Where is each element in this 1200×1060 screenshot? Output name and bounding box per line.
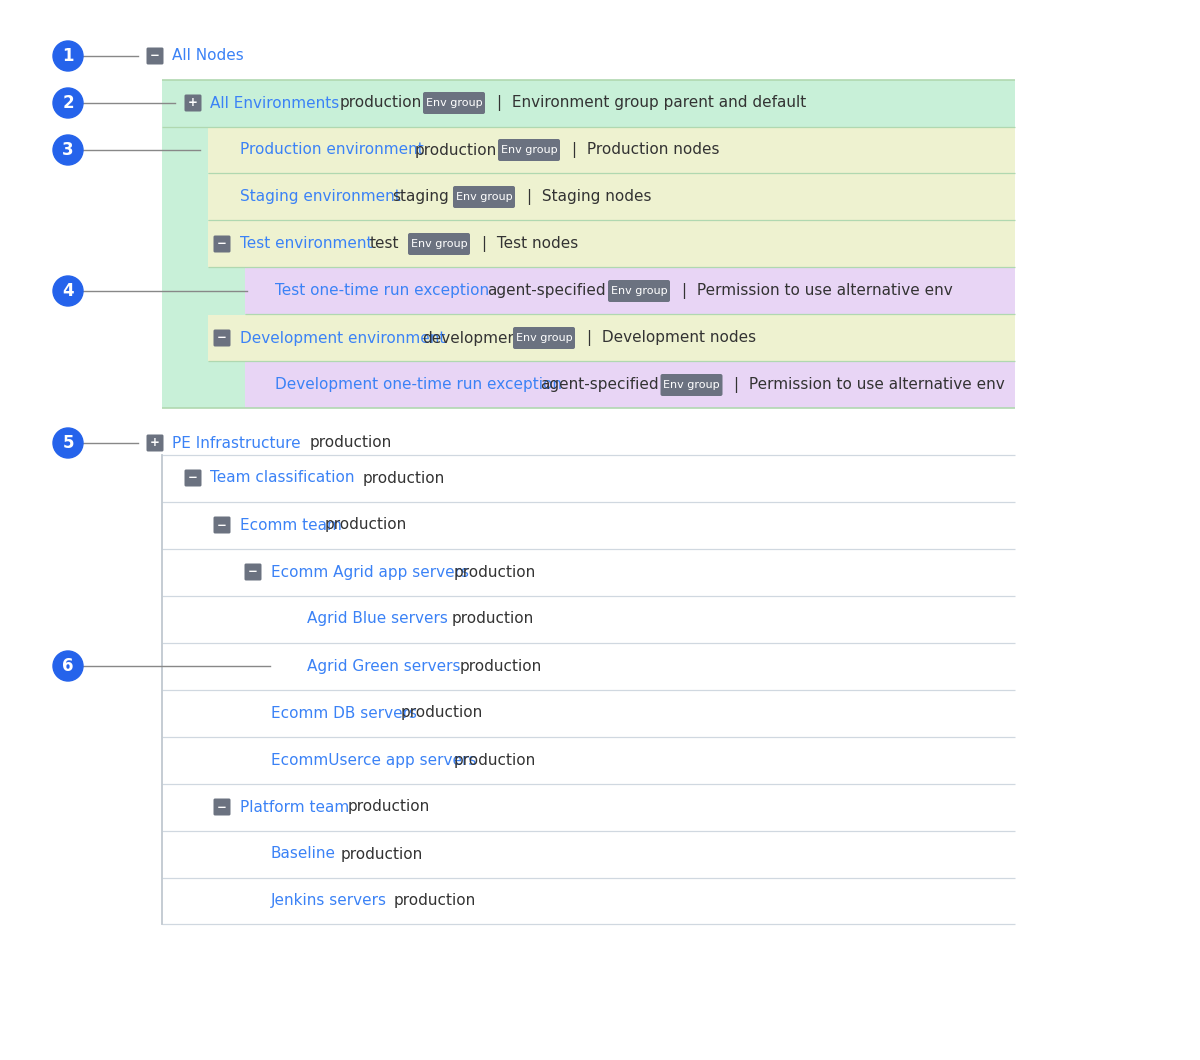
FancyBboxPatch shape: [214, 516, 230, 533]
Text: production: production: [452, 612, 534, 626]
FancyBboxPatch shape: [408, 233, 470, 255]
Bar: [208, 315, 1015, 361]
FancyBboxPatch shape: [514, 326, 575, 349]
Text: agent-specified: agent-specified: [540, 377, 659, 392]
FancyBboxPatch shape: [660, 374, 722, 396]
Bar: [245, 363, 1015, 408]
Text: Env group: Env group: [456, 192, 512, 202]
Text: −: −: [248, 565, 258, 579]
Text: |  Staging nodes: | Staging nodes: [527, 189, 652, 205]
Bar: [208, 220, 1015, 267]
Text: Env group: Env group: [611, 286, 667, 296]
FancyBboxPatch shape: [424, 92, 485, 114]
Text: 2: 2: [62, 94, 74, 112]
Text: Development environment: Development environment: [240, 331, 445, 346]
Text: Ecomm team: Ecomm team: [240, 517, 342, 532]
Text: production: production: [454, 565, 535, 580]
FancyBboxPatch shape: [608, 280, 670, 302]
Text: staging: staging: [392, 190, 449, 205]
Text: +: +: [188, 96, 198, 109]
Text: EcommUserce app servers: EcommUserce app servers: [271, 753, 476, 767]
Text: |  Environment group parent and default: | Environment group parent and default: [497, 95, 806, 111]
Circle shape: [53, 276, 83, 306]
Text: production: production: [325, 517, 407, 532]
Text: development: development: [422, 331, 523, 346]
Text: Env group: Env group: [500, 145, 557, 155]
Text: −: −: [217, 332, 227, 344]
Text: production: production: [415, 142, 497, 158]
Circle shape: [53, 135, 83, 165]
Text: Test environment: Test environment: [240, 236, 372, 251]
Text: Test one-time run exception: Test one-time run exception: [275, 283, 490, 299]
Text: production: production: [454, 753, 535, 767]
Text: |  Permission to use alternative env: | Permission to use alternative env: [734, 377, 1006, 393]
Text: production: production: [362, 471, 445, 485]
Text: 1: 1: [62, 47, 73, 65]
Text: production: production: [310, 436, 391, 450]
Text: −: −: [217, 518, 227, 531]
Text: Jenkins servers: Jenkins servers: [271, 894, 386, 908]
Text: production: production: [460, 658, 541, 673]
Text: −: −: [217, 237, 227, 250]
Bar: [162, 80, 1015, 408]
Circle shape: [53, 428, 83, 458]
Text: Env group: Env group: [410, 238, 467, 249]
Text: 6: 6: [62, 657, 73, 675]
Text: Ecomm Agrid app servers: Ecomm Agrid app servers: [271, 565, 469, 580]
Text: Ecomm DB servers: Ecomm DB servers: [271, 706, 418, 721]
FancyBboxPatch shape: [245, 564, 262, 581]
Text: Staging environment: Staging environment: [240, 190, 401, 205]
Text: |  Test nodes: | Test nodes: [482, 236, 578, 252]
Text: Agrid Blue servers: Agrid Blue servers: [307, 612, 448, 626]
Text: test: test: [370, 236, 400, 251]
Text: Team classification: Team classification: [210, 471, 354, 485]
Text: Env group: Env group: [426, 98, 482, 108]
Bar: [208, 174, 1015, 220]
Text: 5: 5: [62, 434, 73, 452]
Text: 3: 3: [62, 141, 74, 159]
FancyBboxPatch shape: [214, 330, 230, 347]
Text: PE Infrastructure: PE Infrastructure: [172, 436, 301, 450]
Text: Production environment: Production environment: [240, 142, 424, 158]
Circle shape: [53, 41, 83, 71]
Text: Baseline: Baseline: [271, 847, 336, 862]
FancyBboxPatch shape: [214, 235, 230, 252]
Text: Env group: Env group: [516, 333, 572, 343]
Text: Platform team: Platform team: [240, 799, 349, 814]
Text: production: production: [341, 847, 424, 862]
Bar: [208, 127, 1015, 173]
Circle shape: [53, 651, 83, 681]
Text: All Nodes: All Nodes: [172, 49, 244, 64]
Text: Agrid Green servers: Agrid Green servers: [307, 658, 461, 673]
Text: |  Production nodes: | Production nodes: [572, 142, 720, 158]
Text: All Environments: All Environments: [210, 95, 340, 110]
FancyBboxPatch shape: [498, 139, 560, 161]
Text: |  Development nodes: | Development nodes: [587, 330, 756, 346]
Text: Development one-time run exception: Development one-time run exception: [275, 377, 562, 392]
Text: 4: 4: [62, 282, 74, 300]
FancyBboxPatch shape: [454, 186, 515, 208]
FancyBboxPatch shape: [185, 94, 202, 111]
Text: production: production: [348, 799, 430, 814]
Text: production: production: [340, 95, 422, 110]
Text: |  Permission to use alternative env: | Permission to use alternative env: [682, 283, 953, 299]
Text: Env group: Env group: [664, 379, 720, 390]
FancyBboxPatch shape: [214, 798, 230, 815]
Text: −: −: [150, 50, 160, 63]
Text: production: production: [401, 706, 484, 721]
Text: production: production: [394, 894, 475, 908]
FancyBboxPatch shape: [146, 435, 163, 452]
FancyBboxPatch shape: [146, 48, 163, 65]
Text: −: −: [188, 472, 198, 484]
Text: agent-specified: agent-specified: [487, 283, 606, 299]
FancyBboxPatch shape: [185, 470, 202, 487]
Text: −: −: [217, 800, 227, 813]
Circle shape: [53, 88, 83, 118]
Text: +: +: [150, 437, 160, 449]
Bar: [245, 268, 1015, 314]
